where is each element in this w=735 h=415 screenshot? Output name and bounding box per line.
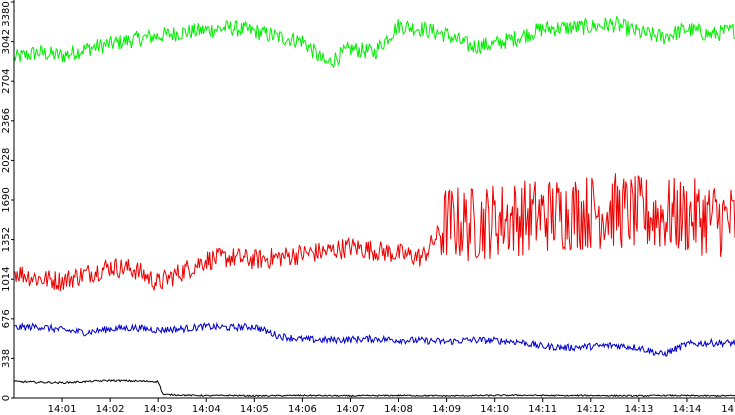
y-tick-label: 3042 xyxy=(1,29,12,54)
x-tick-label: 14:12 xyxy=(576,404,605,415)
y-tick-label: 1352 xyxy=(1,227,12,252)
y-tick-label: 3380 xyxy=(1,1,12,26)
x-tick-label: 14:08 xyxy=(384,404,413,415)
x-tick-label: 14:13 xyxy=(624,404,653,415)
x-tick-label: 14:07 xyxy=(336,404,365,415)
x-tick-label: 14:04 xyxy=(192,404,221,415)
series-line-4 xyxy=(13,379,735,398)
y-tick-label: 676 xyxy=(1,309,12,328)
series-line-3 xyxy=(13,321,735,357)
x-tick-label: 14:14 xyxy=(672,404,701,415)
x-tick-label: 14:11 xyxy=(528,404,557,415)
x-tick-label: 14:01 xyxy=(48,404,77,415)
x-tick-label: 14:05 xyxy=(240,404,269,415)
x-tick-label: 14:02 xyxy=(96,404,125,415)
x-tick-label: 14:03 xyxy=(144,404,173,415)
y-tick-label: 2366 xyxy=(1,108,12,133)
series-line-1 xyxy=(13,15,735,69)
x-tick-label: 14 xyxy=(721,404,734,415)
y-tick-label: 0 xyxy=(1,395,12,401)
series-line-2 xyxy=(13,173,735,292)
x-tick-label: 14:06 xyxy=(288,404,317,415)
y-tick-label: 2028 xyxy=(1,148,12,173)
series-layer xyxy=(13,15,735,398)
x-tick-label: 14:10 xyxy=(480,404,509,415)
y-tick-label: 1690 xyxy=(1,187,12,212)
x-tick-label: 14:09 xyxy=(432,404,461,415)
y-tick-label: 1014 xyxy=(1,266,12,291)
y-tick-label: 2704 xyxy=(1,68,12,93)
y-tick-label: 338 xyxy=(1,349,12,368)
